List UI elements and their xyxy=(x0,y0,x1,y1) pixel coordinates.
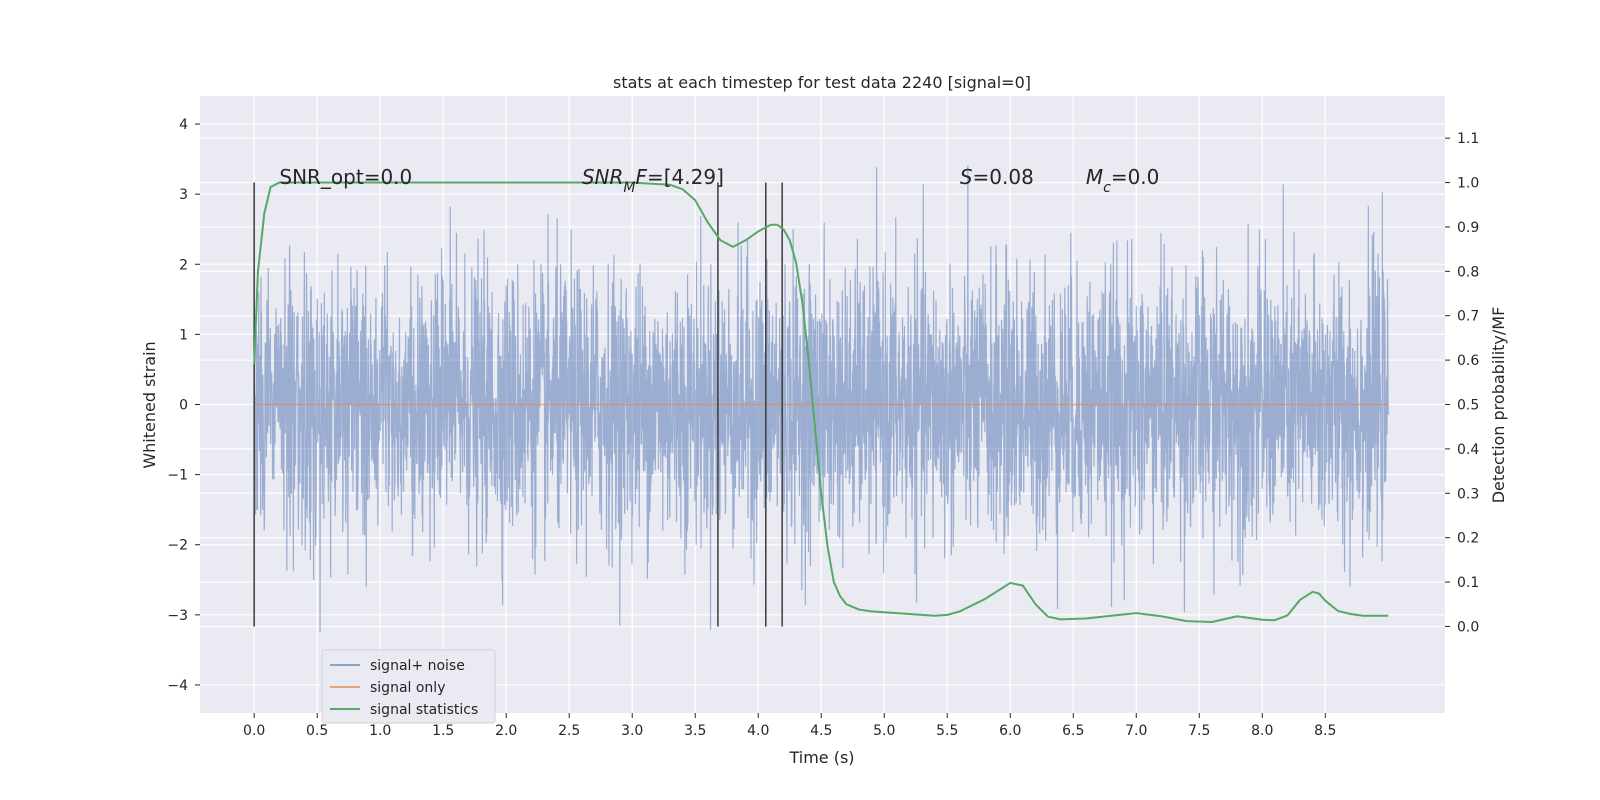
y-tick-label-right: 0.9 xyxy=(1457,220,1479,236)
y-ticks-left: 4 3 2 1 0 −1 −2 −3 −4 xyxy=(167,117,200,694)
y-tick-label-right: 0.7 xyxy=(1457,309,1479,325)
x-tick-label: 1.5 xyxy=(432,723,454,739)
noise-line xyxy=(253,165,1389,633)
y-tick-label-left: 3 xyxy=(179,187,188,203)
annotation-label: SNRMF=[4.29] xyxy=(582,165,724,196)
legend-label: signal+ noise xyxy=(370,658,465,674)
x-tick-label: 3.0 xyxy=(621,723,643,739)
statistics-line xyxy=(253,181,1389,623)
x-ticks: 0.0 0.5 1.0 1.5 2.0 2.5 3.0 3.5 4.0 4.5 5.0 5.5 6.0 6… xyxy=(243,713,1336,739)
y-tick-label-left: −3 xyxy=(167,608,188,624)
x-tick-label: 8.5 xyxy=(1314,723,1336,739)
x-tick-label: 0.0 xyxy=(243,723,265,739)
x-tick-label: 6.5 xyxy=(1062,723,1084,739)
x-tick-label: 3.5 xyxy=(684,723,706,739)
x-tick-label: 2.0 xyxy=(495,723,517,739)
y-tick-label-right: 0.3 xyxy=(1457,486,1479,502)
y-tick-label-right: 1.0 xyxy=(1457,176,1479,192)
y-ticks-right: 1.1 1.0 0.9 0.8 0.7 0.6 0.5 0.4 0.3 0.2 0.1 0.0 xyxy=(1445,131,1479,635)
y-tick-label-left: 2 xyxy=(179,257,188,273)
x-tick-label: 1.0 xyxy=(369,723,391,739)
y-tick-label-right: 0.8 xyxy=(1457,264,1479,280)
vertical-markers xyxy=(253,182,783,627)
y-tick-label-left: 0 xyxy=(179,398,188,414)
y-tick-label-left: −2 xyxy=(167,538,188,554)
legend: signal+ noise signal only signal statistic… xyxy=(321,649,496,724)
chart-title: stats at each timestep for test data 224… xyxy=(613,73,1031,92)
y-tick-label-right: 1.1 xyxy=(1457,131,1479,147)
legend-label: signal only xyxy=(370,680,445,696)
x-tick-label: 7.5 xyxy=(1188,723,1210,739)
x-tick-label: 6.0 xyxy=(999,723,1021,739)
annotation-label: Mc=0.0 xyxy=(1086,165,1160,196)
annotation-label: SNR_opt=0.0 xyxy=(279,165,412,189)
y-tick-label-right: 0.4 xyxy=(1457,442,1479,458)
legend-label: signal statistics xyxy=(370,702,478,718)
x-tick-label: 4.0 xyxy=(747,723,769,739)
y-tick-label-left: 1 xyxy=(179,327,188,343)
y-tick-label-right: 0.1 xyxy=(1457,575,1479,591)
x-tick-label: 5.0 xyxy=(873,723,895,739)
y-axis-label-right: Detection probability/MF xyxy=(1489,307,1508,504)
y-tick-label-right: 0.0 xyxy=(1457,619,1479,635)
annotation-label: S=0.08 xyxy=(960,165,1034,189)
x-tick-label: 4.5 xyxy=(810,723,832,739)
x-tick-label: 2.5 xyxy=(558,723,580,739)
y-tick-label-left: 4 xyxy=(179,117,188,133)
signal-statistics-series xyxy=(253,181,1389,623)
x-tick-label: 0.5 xyxy=(306,723,328,739)
y-tick-label-right: 0.5 xyxy=(1457,398,1479,414)
y-axis-label-left: Whitened strain xyxy=(140,341,159,468)
y-tick-label-right: 0.2 xyxy=(1457,531,1479,547)
annotations: SNR_opt=0.0 SNRMF=[4.29] S=0.08 Mc=0.0 xyxy=(279,165,1159,196)
y-tick-label-right: 0.6 xyxy=(1457,353,1479,369)
y-tick-label-left: −1 xyxy=(167,468,188,484)
x-tick-label: 7.0 xyxy=(1125,723,1147,739)
y-tick-label-left: −4 xyxy=(167,678,188,694)
legend-box xyxy=(321,649,496,724)
x-axis-label: Time (s) xyxy=(788,748,854,767)
noise-series xyxy=(253,165,1389,633)
x-tick-label: 5.5 xyxy=(936,723,958,739)
x-tick-label: 8.0 xyxy=(1251,723,1273,739)
